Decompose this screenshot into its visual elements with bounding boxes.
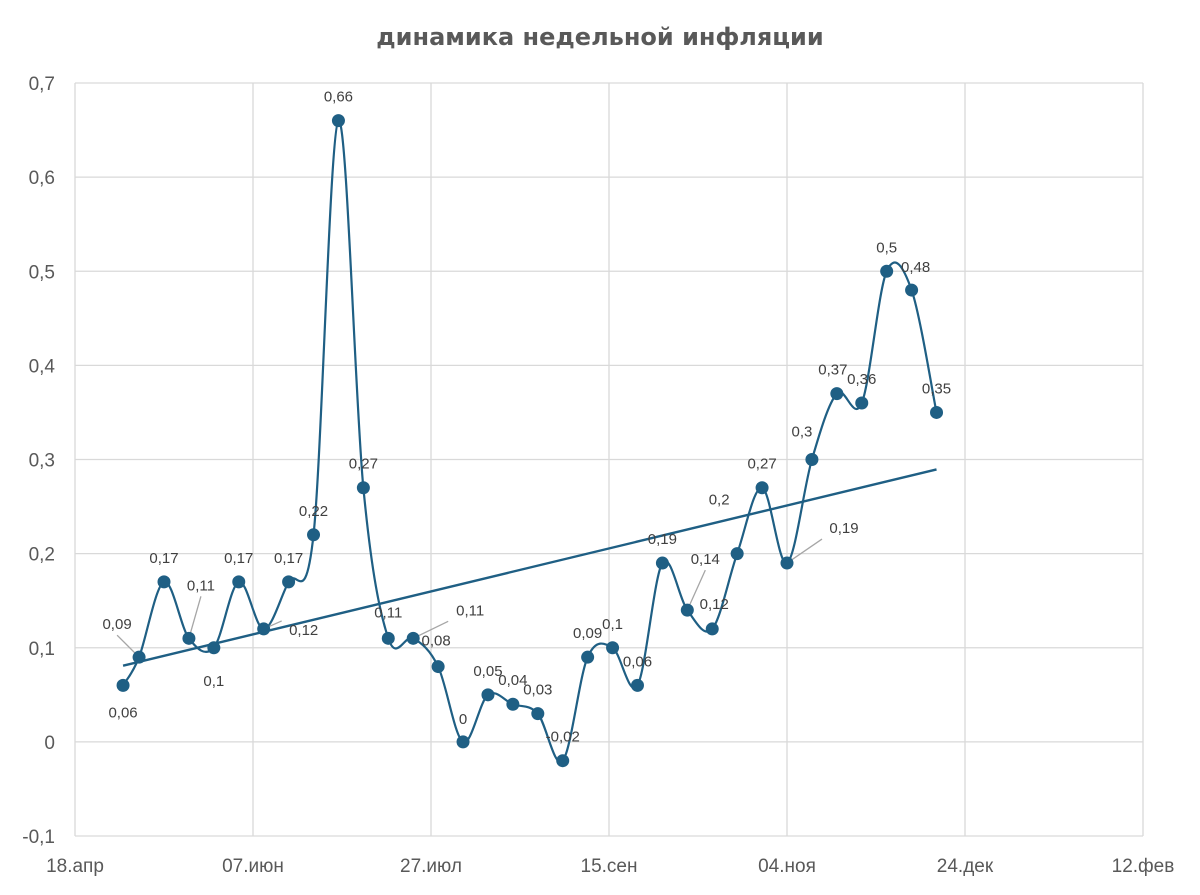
data-point [531,707,545,721]
label-leader-line [188,596,202,639]
data-point [506,697,520,711]
data-label: 0,5 [876,239,897,256]
data-label: 0,12 [700,596,729,613]
data-point [805,453,819,466]
data-label: 0,19 [829,520,858,537]
data-point [556,754,570,768]
data-label: 0,17 [274,550,303,567]
data-point [282,575,296,589]
data-label: 0,22 [299,503,328,520]
x-tick-label: 12.фев [1112,856,1175,877]
data-label: 0,12 [289,622,318,639]
data-point [381,631,395,645]
x-tick-label: 04.ноя [758,856,816,877]
data-point [780,556,794,570]
data-point [705,622,719,636]
data-label: 0,08 [422,633,451,650]
data-label: 0,17 [224,550,253,567]
y-tick-label: 0,5 [29,262,55,283]
data-point [855,396,869,410]
data-label: 0,1 [203,673,224,690]
data-point [730,547,744,561]
data-point [581,650,595,664]
data-point [930,405,944,419]
data-point [655,556,669,570]
data-label: 0,37 [818,362,847,379]
data-label: -0,02 [546,729,580,746]
data-label: 0,35 [922,380,951,397]
data-label: 0,66 [324,89,353,106]
data-point [680,603,694,617]
data-label: 0,09 [573,625,602,642]
data-point [481,688,495,702]
data-point [880,264,894,278]
x-tick-label: 15.сен [581,856,638,877]
data-label: 0,27 [747,456,776,473]
data-label: 0,36 [847,371,876,388]
data-label: 0,05 [473,663,502,680]
data-point [630,678,644,692]
trendline [122,468,937,667]
y-tick-label: 0,7 [29,74,55,95]
data-label: 0,11 [374,604,402,621]
data-point [307,528,321,542]
data-label: 0,48 [901,259,930,276]
data-point [232,575,246,589]
data-point [182,631,196,645]
data-label: 0,17 [149,550,178,567]
data-label: 0,06 [108,704,137,721]
data-point [830,387,844,401]
data-point [755,481,769,495]
y-tick-label: 0,2 [29,545,55,566]
x-tick-label: 24.дек [937,856,994,877]
y-tick-label: -0,1 [22,827,55,848]
data-point [207,641,221,655]
data-label: 0,1 [602,616,623,633]
data-point [116,678,130,692]
data-label: 0,3 [791,424,812,441]
y-tick-label: 0,4 [29,356,56,377]
data-point [606,641,620,655]
data-label: 0,2 [709,492,730,509]
data-label: 0,11 [456,602,484,619]
y-tick-label: 0 [44,733,55,754]
y-tick-label: 0,3 [29,451,55,472]
x-tick-label: 27.июл [400,856,462,877]
data-label: 0,19 [648,531,677,548]
data-point [905,283,919,297]
x-tick-label: 07.июн [222,856,284,877]
data-point [406,631,420,645]
data-point [157,575,171,589]
data-label: 0,14 [691,551,720,568]
data-label: 0,11 [187,577,215,594]
y-tick-label: 0,6 [29,168,55,189]
data-label: 0,27 [349,456,378,473]
data-point [257,622,271,636]
data-point [356,481,370,495]
y-tick-label: 0,1 [29,639,55,660]
data-label: 0,09 [102,616,131,633]
label-leader-line [686,569,706,611]
data-label: 0,06 [623,653,652,670]
series-line [122,119,938,763]
chart-title: динамика недельной инфляции [376,23,823,51]
data-point [331,114,345,128]
data-label: 0 [459,711,467,728]
data-point [431,660,445,674]
data-label: 0,04 [498,672,527,689]
label-leader-line [786,538,823,564]
data-point [132,650,146,664]
x-tick-label: 18.апр [46,856,104,877]
data-point [456,735,470,749]
data-label: 0,03 [523,682,552,699]
